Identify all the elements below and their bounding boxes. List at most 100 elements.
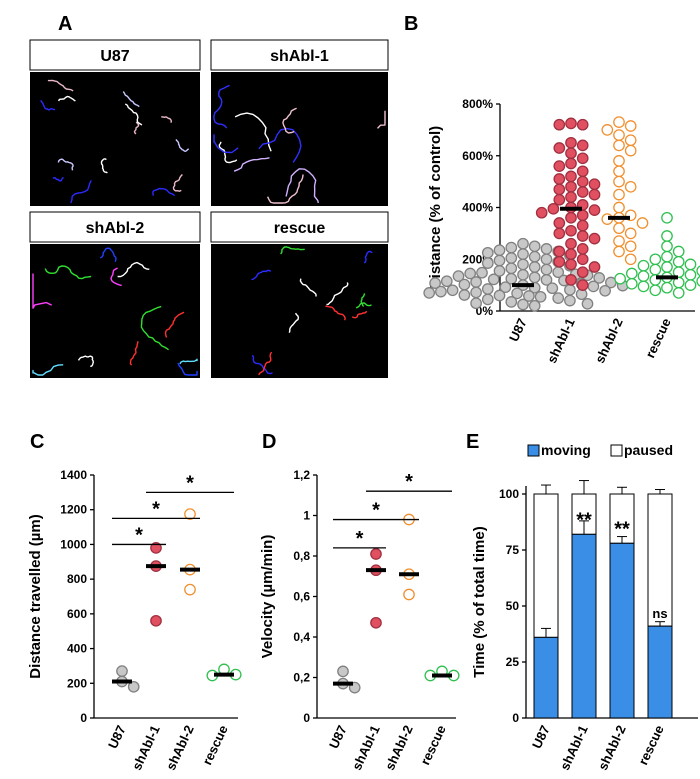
data-point — [493, 265, 506, 277]
y-tick-label: 0 — [512, 711, 519, 725]
cell-track — [32, 273, 52, 309]
y-tick-label: 1200 — [60, 503, 87, 517]
data-point — [517, 268, 529, 281]
cell-track — [117, 261, 150, 278]
cell-track — [133, 121, 140, 135]
data-point — [588, 178, 601, 191]
data-point — [613, 201, 625, 214]
y-axis-label: Distance (% of control) — [427, 126, 444, 289]
data-point — [649, 253, 662, 266]
data-point — [458, 289, 471, 301]
data-point — [613, 188, 625, 201]
cell-track — [161, 116, 173, 123]
image-title: shAbl-2 — [86, 220, 145, 237]
y-tick-label: 1,2 — [293, 468, 310, 482]
cell-track — [172, 174, 183, 192]
data-point — [588, 261, 601, 273]
panel-label-a: A — [58, 13, 72, 35]
data-point — [511, 287, 523, 300]
cell-track — [251, 354, 273, 375]
data-point — [601, 124, 614, 136]
x-tick-label: U87 — [105, 723, 129, 751]
y-tick-label: 0,2 — [293, 671, 310, 685]
data-point — [565, 274, 577, 286]
data-point — [403, 588, 415, 601]
data-point — [528, 250, 541, 263]
data-point — [150, 542, 162, 554]
data-point — [588, 204, 601, 216]
data-point — [565, 224, 577, 237]
data-point — [661, 261, 673, 273]
cell-track — [288, 312, 300, 333]
data-point — [672, 255, 685, 268]
x-tick-label: rescue — [199, 723, 230, 767]
cell-track — [213, 84, 230, 129]
image-title-box — [210, 211, 389, 243]
data-point — [528, 261, 541, 273]
data-point — [505, 262, 518, 275]
data-point — [547, 202, 560, 215]
y-tick-label: 0,6 — [293, 590, 310, 604]
y-tick-label: 1000 — [60, 537, 87, 551]
data-point — [661, 240, 673, 253]
data-point — [127, 680, 140, 693]
legend: moving paused — [527, 442, 673, 458]
data-point — [370, 548, 382, 560]
data-point — [487, 273, 500, 286]
data-point — [565, 136, 577, 149]
cell-track — [140, 305, 169, 351]
track-image-1: U87 — [29, 39, 201, 206]
data-point — [553, 160, 566, 172]
data-point — [552, 292, 565, 304]
data-point — [649, 263, 662, 276]
cell-track — [351, 311, 368, 319]
data-point — [464, 267, 477, 280]
data-point — [481, 293, 494, 306]
cell-track — [122, 91, 140, 108]
data-point — [588, 232, 601, 245]
data-point — [423, 287, 436, 299]
cell-track — [152, 187, 176, 197]
data-point — [116, 665, 128, 677]
y-axis-label: Time (% of total time) — [471, 526, 488, 677]
data-point — [637, 270, 650, 282]
significance-star: * — [405, 471, 413, 493]
cell-track — [213, 134, 239, 154]
track-image-4: rescue — [210, 211, 389, 378]
data-point — [493, 254, 506, 267]
data-point — [564, 294, 576, 307]
cell-track — [355, 302, 372, 309]
data-point — [440, 275, 453, 288]
data-point — [553, 118, 566, 131]
cell-track — [285, 168, 319, 204]
cell-track — [70, 180, 92, 204]
x-tick-label: shAbl-1 — [349, 723, 383, 773]
x-tick-label: rescue — [417, 723, 448, 767]
y-tick-label: 1400 — [60, 468, 87, 482]
x-tick-label: shAbl-1 — [557, 723, 591, 773]
data-point — [446, 284, 459, 297]
data-point — [184, 583, 196, 596]
data-point — [565, 117, 577, 130]
data-point — [636, 217, 649, 229]
data-point — [505, 252, 518, 264]
data-point — [150, 614, 162, 627]
data-point — [534, 290, 547, 303]
y-tick-label: 75 — [506, 543, 520, 557]
data-point — [505, 272, 518, 285]
track-image-background — [30, 244, 200, 378]
y-tick-label: 600 — [67, 607, 87, 621]
data-point — [553, 245, 566, 258]
data-point — [370, 616, 382, 629]
data-point — [625, 267, 638, 280]
data-point — [696, 265, 700, 277]
cell-track — [376, 110, 386, 129]
cell-track — [58, 95, 76, 102]
cell-track — [100, 158, 108, 174]
panel-b: B 0%200%400%600%800%Distance (% of contr… — [404, 13, 700, 365]
legend-label-moving: moving — [541, 442, 591, 458]
data-point — [588, 188, 601, 201]
data-point — [553, 142, 566, 154]
data-point — [613, 235, 625, 247]
